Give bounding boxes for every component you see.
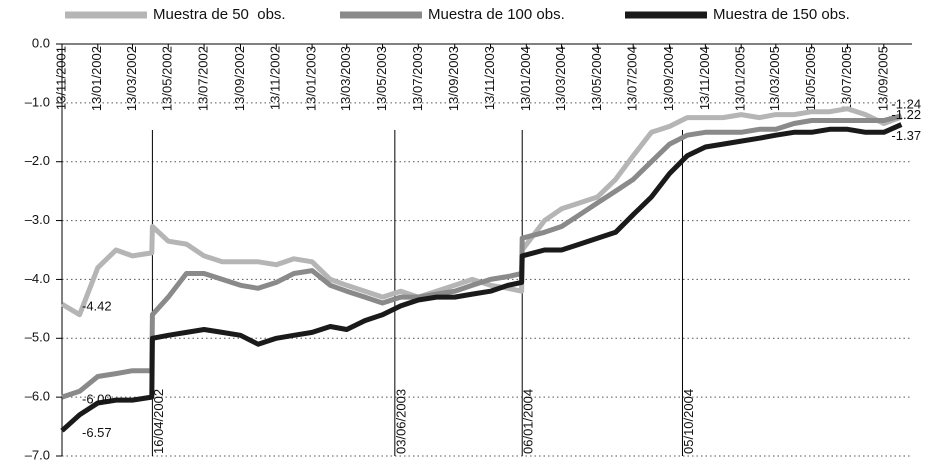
y-tick-label: –2.0 (25, 153, 50, 168)
value-label: -1.22 (891, 107, 921, 122)
x-tick-label: 13/03/2005 (767, 46, 782, 111)
event-label: 06/01/2004 (521, 389, 536, 454)
legend-label: Muestra de 50 obs. (153, 6, 286, 23)
x-tick-label: 13/01/2004 (518, 46, 533, 111)
value-label: -1.24 (891, 96, 921, 111)
x-tick-label: 13/11/2004 (697, 46, 712, 110)
event-label: 03/06/2003 (393, 389, 408, 454)
series-line (61, 113, 903, 400)
x-tick-label: 13/07/2002 (195, 46, 210, 111)
value-label: -6.57 (82, 425, 112, 440)
x-tick-label: 13/03/2004 (553, 46, 568, 111)
x-tick-label: 13/07/2004 (625, 46, 640, 111)
series-line (60, 122, 903, 433)
x-tick-label: 13/07/2003 (410, 46, 425, 111)
event-label: 05/10/2004 (681, 389, 696, 454)
x-tick-label: 13/01/2003 (304, 46, 319, 111)
y-tick-label: 0.0 (32, 35, 50, 50)
x-tick-label: 13/05/2004 (589, 46, 604, 111)
x-tick-label: 13/05/2002 (160, 46, 175, 111)
x-tick-label: 13/09/2005 (875, 46, 890, 111)
x-tick-label: 13/11/2002 (268, 46, 283, 110)
value-label: -1.37 (891, 128, 921, 143)
x-tick-label: 13/05/2003 (374, 46, 389, 111)
legend-label: Muestra de 100 obs. (428, 6, 565, 23)
x-tick-label: 13/01/2002 (89, 46, 104, 111)
x-tick-label: 13/03/2003 (338, 46, 353, 111)
event-label: 16/04/2002 (151, 389, 166, 454)
value-label: -6.00 (82, 392, 112, 407)
x-tick-label: 13/11/2003 (482, 46, 497, 110)
y-tick-label: –6.0 (25, 389, 50, 404)
y-tick-label: –1.0 (25, 94, 50, 109)
x-tick-label: 13/05/2005 (803, 46, 818, 111)
x-tick-label: 13/09/2003 (446, 46, 461, 111)
x-tick-label: 13/03/2002 (124, 46, 139, 111)
x-tick-label: 13/01/2005 (733, 46, 748, 111)
legend-label: Muestra de 150 obs. (713, 6, 850, 23)
x-tick-label: 13/09/2004 (661, 46, 676, 111)
x-tick-label: 13/09/2002 (232, 46, 247, 111)
y-tick-label: –7.0 (25, 447, 50, 462)
x-tick-label: 13/07/2005 (839, 46, 854, 111)
y-tick-label: –5.0 (25, 330, 50, 345)
x-tick-label: 13/11/2001 (53, 46, 68, 110)
y-tick-label: –4.0 (25, 271, 50, 286)
y-tick-label: –3.0 (25, 212, 50, 227)
value-label: -4.42 (82, 299, 112, 314)
